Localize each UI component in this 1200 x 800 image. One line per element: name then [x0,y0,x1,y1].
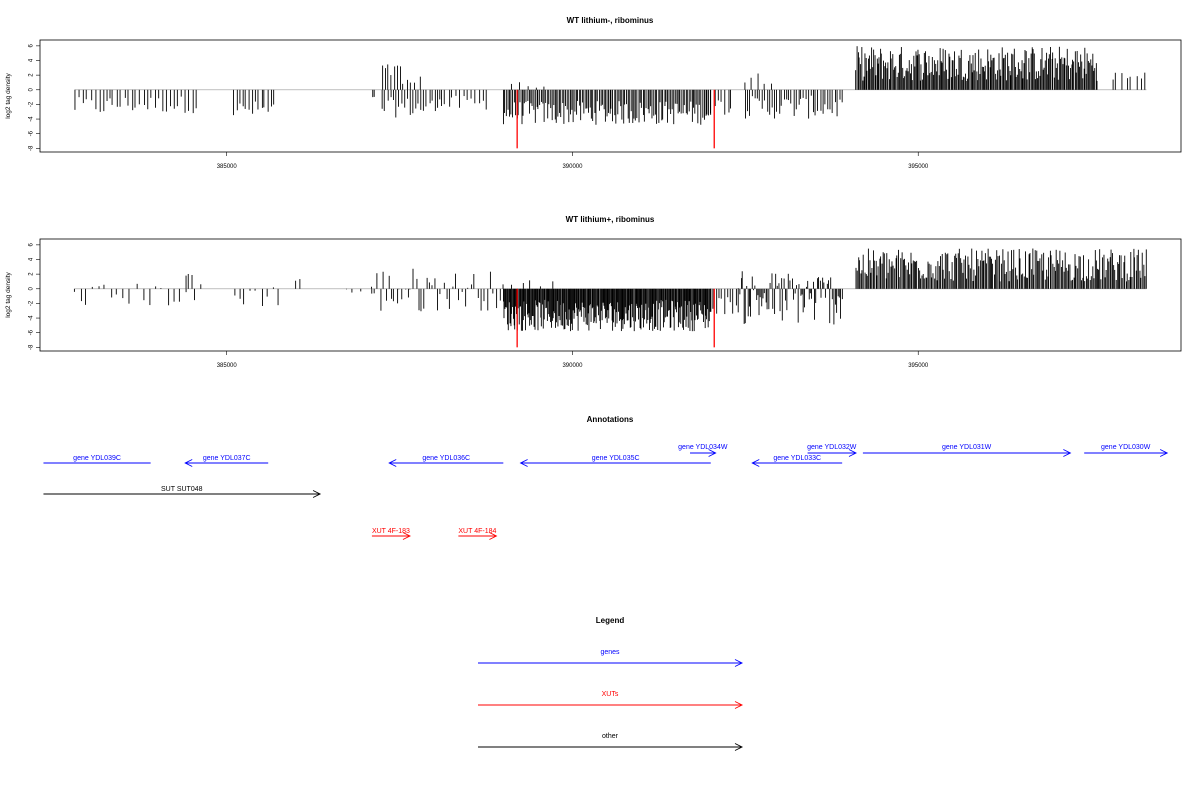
gene-feature: gene YDL036C [388,455,504,467]
plot-area: 6 4 2 0 -2 -4 -6 -8 385000 390000 395000 [29,243,1147,369]
legend-entry-other: other [478,733,744,751]
feature-label: gene YDL039C [73,455,121,462]
plot-frame [39,238,1182,352]
arrow-right-icon [734,701,744,709]
arrow-right-icon [848,449,857,457]
feature-label: XUT 4F-184 [458,528,496,535]
x-tick-label: 390000 [562,363,583,369]
y-axis-label: log2 tag density [5,271,12,317]
y-tick-label: 4 [29,257,35,261]
feature-label: gene YDL031W [942,444,992,451]
y-axis-label: log2 tag density [5,72,12,118]
gene-feature: gene YDL039C [43,455,151,464]
plot-area: 6 4 2 0 -2 -4 -6 -8 385000 390000 395000 [29,44,1147,170]
arrow-right-icon [312,490,322,498]
gene-feature: gene YDL033C [751,455,843,467]
xut-feature: XUT 4F-183 [371,528,411,540]
xut-feature: XUT 4F-184 [458,528,498,540]
legend: Legend genes XUTs other [478,616,744,751]
feature-label: gene YDL034W [678,444,728,451]
arrow-right-icon [1159,449,1169,457]
gene-feature: gene YDL035C [519,455,711,467]
annotation-features: gene YDL039C gene YDL037C gene YDL036C gene… [43,444,1169,540]
feature-label: gene YDL032W [807,444,857,451]
x-tick-label: 385000 [217,363,238,369]
gene-feature: gene YDL037C [184,455,269,467]
y-tick-label: -6 [29,130,35,136]
y-tick-label: -2 [29,101,35,107]
y-tick-label: -4 [29,116,35,122]
arrow-left-icon [751,459,760,467]
x-tick-label: 395000 [908,164,929,170]
feature-label: XUT 4F-183 [372,528,410,535]
panel-lithium-plus: WT lithium+, ribominus log2 tag density … [5,215,1182,369]
gene-feature: gene YDL030W [1084,444,1169,457]
arrow-right-icon [1063,449,1072,457]
legend-entry-genes: genes [478,649,744,667]
legend-entry-xuts: XUTs [478,691,744,709]
arrow-left-icon [519,459,528,467]
y-tick-label: 4 [29,58,35,62]
panel-title: WT lithium-, ribominus [567,16,654,25]
y-tick-label: 6 [29,243,35,247]
x-tick-label: 390000 [562,164,583,170]
legend-entries: genes XUTs other [478,649,744,751]
arrow-left-icon [184,459,193,467]
gene-feature: gene YDL031W [862,444,1072,457]
panel-lithium-minus: WT lithium-, ribominus log2 tag density … [5,16,1182,170]
legend-label: XUTs [602,691,619,698]
feature-label: SUT SUT048 [161,486,203,493]
y-tick-label: -8 [29,145,35,151]
y-tick-label: -2 [29,300,35,306]
gene-feature: gene YDL032W [807,444,857,457]
y-tick-label: 0 [29,286,35,290]
y-tick-label: 6 [29,44,35,48]
panel-title: WT lithium+, ribominus [566,215,655,224]
gene-feature: gene YDL034W [678,444,728,457]
legend-title: Legend [596,616,625,625]
arrow-right-icon [489,532,498,540]
annotations-title: Annotations [587,415,634,424]
feature-label: gene YDL033C [773,455,821,462]
legend-label: genes [600,649,620,656]
y-tick-label: 2 [29,272,35,276]
x-tick-label: 395000 [908,363,929,369]
arrow-left-icon [388,459,397,467]
y-tick-label: -4 [29,315,35,321]
arrow-right-icon [734,743,744,751]
annotations-track: Annotations gene YDL039C gene YDL037C gene… [43,415,1169,540]
feature-label: gene YDL037C [203,455,251,462]
x-tick-label: 385000 [217,164,238,170]
y-tick-label: 0 [29,87,35,91]
legend-label: other [602,733,619,740]
arrow-right-icon [734,659,744,667]
feature-label: gene YDL030W [1101,444,1151,451]
arrow-right-icon [402,532,411,540]
y-tick-label: 2 [29,73,35,77]
feature-label: gene YDL035C [592,455,640,462]
y-tick-label: -6 [29,329,35,335]
other-feature: SUT SUT048 [43,486,322,498]
y-tick-label: -8 [29,344,35,350]
plot-frame [39,39,1182,153]
arrow-right-icon [708,449,717,457]
feature-label: gene YDL036C [422,455,470,462]
